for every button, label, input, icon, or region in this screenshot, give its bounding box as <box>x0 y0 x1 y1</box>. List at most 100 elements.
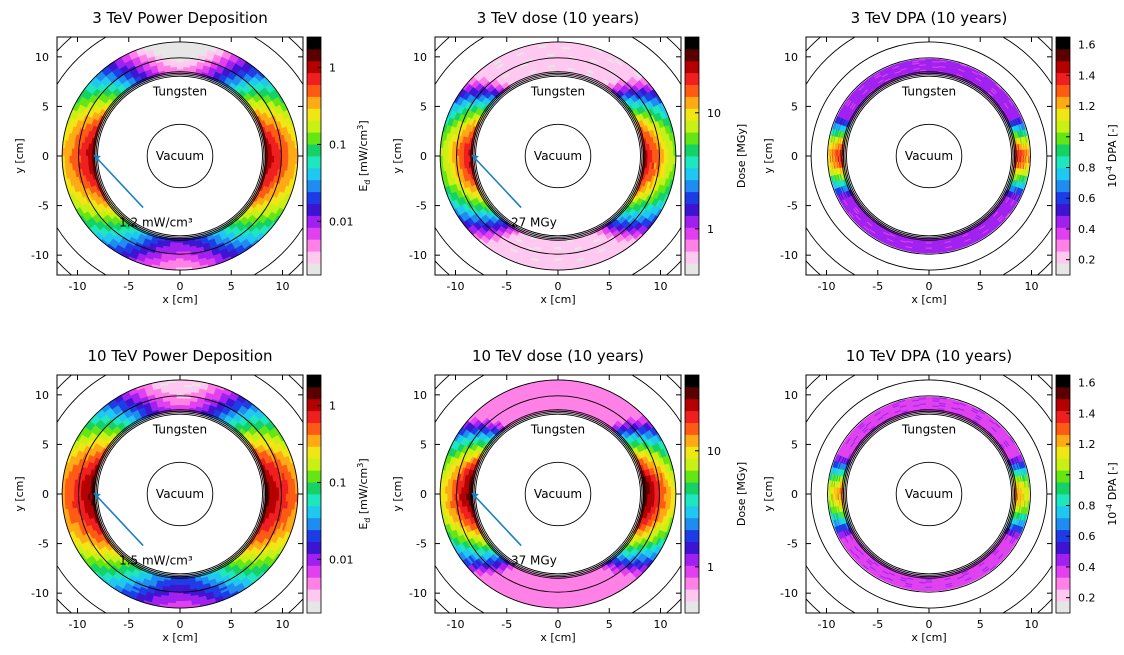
heatmap-cell <box>654 149 658 157</box>
x-tick-label: 0 <box>177 280 184 293</box>
colorbar-segment <box>307 132 321 145</box>
heatmap-cell <box>918 251 926 254</box>
heatmap-cell <box>176 594 184 597</box>
colorbar-tick-label: 10 <box>707 107 721 120</box>
colorbar-segment <box>685 60 699 74</box>
geometry-circle <box>895 123 963 189</box>
heatmap-cell <box>175 386 185 390</box>
heatmap-cell <box>176 62 184 65</box>
chart-panel-4: 10 TeV Power Deposition-1010-55005-510-1… <box>13 347 372 644</box>
colorbar-tick-label: 1 <box>1078 131 1085 144</box>
heatmap-cell <box>292 155 296 165</box>
x-tick-label: 10 <box>276 280 290 293</box>
heatmap-cell <box>553 50 563 54</box>
colorbar-segment <box>307 167 321 181</box>
heatmap-cell <box>68 148 73 157</box>
heatmap-cell <box>665 155 670 164</box>
heatmap-cell <box>651 155 656 163</box>
heatmap-cell <box>82 155 87 163</box>
heatmap-cell <box>271 149 275 157</box>
heatmap-cell <box>176 64 184 68</box>
heatmap-cell <box>175 50 185 54</box>
colorbar-segment <box>685 239 699 252</box>
heatmap-cell <box>176 256 184 259</box>
heatmap-cell <box>273 155 278 163</box>
colorbar-segment <box>685 84 699 97</box>
heatmap-cell <box>175 263 185 266</box>
colorbar-segment <box>307 96 321 109</box>
colorbar-segment <box>1056 108 1070 121</box>
heatmap-cell <box>176 402 184 406</box>
colorbar-segment <box>685 227 699 240</box>
heatmap-cell <box>918 58 926 61</box>
heatmap-cell <box>175 258 185 262</box>
heatmap-cell <box>175 265 185 268</box>
heatmap-cell <box>176 578 184 581</box>
colorbar-frame <box>306 36 322 276</box>
heatmap-cell <box>82 487 87 495</box>
x-tick-label: 5 <box>977 280 984 293</box>
colorbar-label: Dose [MGy] <box>735 124 748 188</box>
heatmap-cell <box>68 155 73 164</box>
heatmap-cell <box>446 155 451 164</box>
colorbar-segment <box>307 239 321 252</box>
colorbar-segment <box>685 37 699 50</box>
chart-panel-2: 3 TeV dose (10 years)-1010-55005-510-10x… <box>391 9 748 306</box>
x-tick-label: -10 <box>447 280 465 293</box>
heatmap-cell <box>85 155 89 163</box>
x-axis-label: x [cm] <box>540 293 575 306</box>
colorbar: 1.61.41.210.80.60.40.210-4 DPA [-] <box>1055 36 1119 276</box>
heatmap-cell <box>82 493 87 501</box>
heatmap-cell <box>554 244 562 248</box>
heatmap-cell <box>87 487 91 495</box>
heatmap-cell <box>554 256 562 259</box>
heatmap-cell <box>828 155 831 164</box>
colorbar-tick-label: 0.01 <box>329 215 354 228</box>
heatmap-cell <box>554 249 562 253</box>
colorbar-segment <box>307 203 321 216</box>
colorbar-segment <box>1056 84 1070 97</box>
colorbar-segment <box>685 48 699 62</box>
heatmap-cell <box>554 64 562 68</box>
x-tick-label: 5 <box>228 280 235 293</box>
heatmap-cell <box>463 149 467 157</box>
colorbar-segment <box>685 72 699 85</box>
colorbar-segment <box>1056 215 1070 228</box>
heatmap-cell <box>465 155 469 163</box>
annotation-arrow <box>93 154 144 209</box>
geometry-circle <box>842 72 1016 240</box>
heatmap-cell <box>175 598 185 602</box>
heatmap-cell <box>287 148 292 157</box>
geometry-circle <box>846 75 1012 237</box>
region-label: Tungsten <box>152 85 207 99</box>
geometry-circle <box>456 57 660 255</box>
heatmap-cell <box>554 240 562 244</box>
heatmap-cell <box>463 155 467 163</box>
heatmap-cell <box>1027 155 1030 164</box>
colorbar-segment <box>307 48 321 62</box>
heatmap-cell <box>553 265 563 268</box>
heatmap-cell <box>68 493 73 502</box>
heatmap-cell <box>554 62 562 65</box>
heatmap-cell <box>932 251 940 254</box>
chart-title: 3 TeV Power Deposition <box>92 9 268 27</box>
heatmap-cell <box>85 487 89 495</box>
heatmap-cell <box>269 487 273 495</box>
region-label: Vacuum <box>534 149 582 163</box>
heatmap-cell <box>176 391 184 394</box>
heatmap-cell <box>554 247 562 250</box>
heatmap-cell <box>670 147 674 157</box>
y-tick-label: 10 <box>35 51 49 64</box>
colorbar-segment <box>307 108 321 121</box>
geometry-circle <box>524 123 592 189</box>
heatmap-cell <box>176 587 184 590</box>
colorbar-segment <box>1056 227 1070 240</box>
colorbar-segment <box>1056 48 1070 62</box>
colorbar-frame <box>684 36 700 276</box>
heatmap-cell <box>287 155 292 164</box>
colorbar-tick-label: 0.2 <box>1078 254 1096 267</box>
heatmap-cell <box>925 58 933 61</box>
heatmap-cell <box>273 149 278 157</box>
y-tick-label: 0 <box>791 150 798 163</box>
